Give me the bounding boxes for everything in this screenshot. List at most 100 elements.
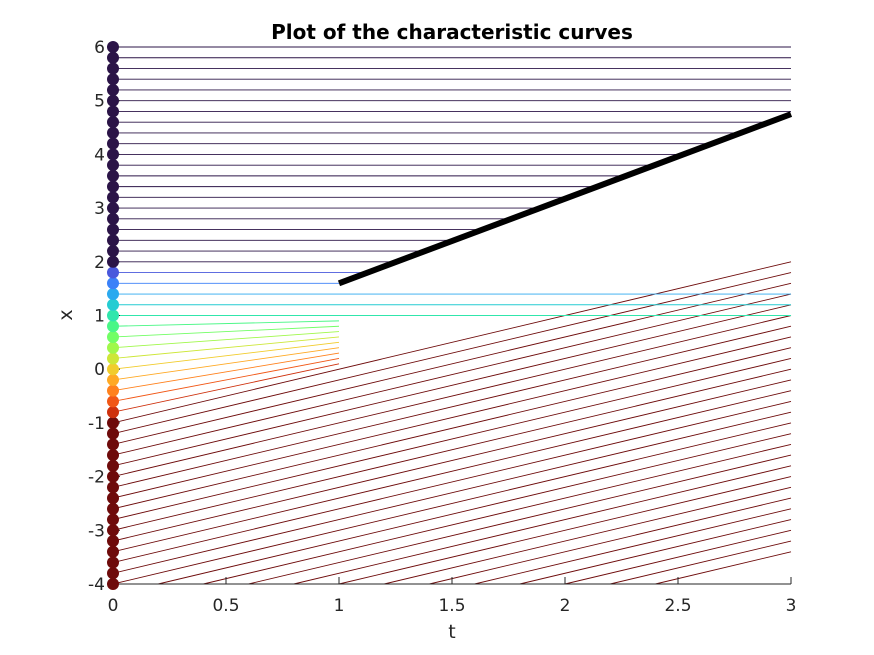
characteristic-line bbox=[112, 336, 340, 359]
initial-point-marker bbox=[107, 105, 119, 118]
initial-point-marker bbox=[107, 545, 119, 558]
y-tick-label: 5 bbox=[94, 92, 105, 112]
characteristic-line bbox=[112, 368, 792, 531]
characteristic-line bbox=[112, 379, 792, 542]
y-axis-label: x bbox=[55, 309, 77, 320]
initial-point-marker bbox=[107, 41, 119, 53]
characteristic-line bbox=[112, 400, 792, 563]
axes: 0 0.5 1 1.5 2 2.5 3 -4 -3 -2 -1 0 1 2 3 4 5 6 bbox=[88, 38, 796, 616]
initial-point-marker bbox=[107, 459, 119, 472]
x-tick-label: 0 bbox=[108, 596, 119, 616]
initial-point-marker bbox=[107, 330, 119, 343]
characteristic-line bbox=[293, 465, 792, 585]
characteristic-line bbox=[564, 529, 792, 585]
initial-point-marker bbox=[107, 148, 119, 161]
initial-point-marker bbox=[107, 481, 119, 494]
initial-point-marker bbox=[107, 502, 119, 515]
initial-point-marker bbox=[107, 373, 119, 386]
initial-point-marker bbox=[107, 137, 119, 150]
y-tick-label: -2 bbox=[88, 468, 105, 488]
characteristic-line bbox=[112, 272, 792, 435]
characteristic-line bbox=[112, 336, 792, 499]
x-tick-label: 1 bbox=[334, 596, 345, 616]
characteristic-line bbox=[112, 422, 792, 585]
y-tick-label: 0 bbox=[94, 360, 105, 380]
characteristic-line bbox=[203, 443, 792, 585]
characteristic-line bbox=[519, 519, 792, 585]
initial-point-marker bbox=[107, 449, 119, 462]
initial-point-marker bbox=[107, 427, 119, 440]
y-tick-label: 3 bbox=[94, 199, 105, 219]
initial-point-marker bbox=[107, 384, 119, 397]
characteristic-line bbox=[112, 325, 340, 338]
characteristic-line bbox=[112, 358, 792, 520]
characteristic-line bbox=[112, 390, 792, 553]
x-tick-label: 2.5 bbox=[664, 596, 691, 616]
initial-point-marker bbox=[107, 159, 119, 172]
initial-point-marker bbox=[107, 567, 119, 580]
initial-point-marker bbox=[107, 363, 119, 376]
initial-point-marker bbox=[107, 416, 119, 429]
characteristic-line bbox=[112, 363, 340, 413]
chart-title: Plot of the characteristic curves bbox=[271, 20, 633, 44]
initial-point-marker bbox=[107, 191, 119, 204]
initial-point-marker bbox=[107, 83, 119, 96]
characteristic-line bbox=[112, 293, 792, 456]
initial-point-marker bbox=[107, 212, 119, 225]
initial-point-marker bbox=[107, 169, 119, 182]
y-tick-label: -1 bbox=[88, 414, 105, 434]
characteristic-line bbox=[112, 352, 340, 392]
initial-point-marker bbox=[107, 266, 119, 279]
initial-point-marker bbox=[107, 73, 119, 86]
initial-point-marker bbox=[107, 352, 119, 365]
characteristic-line bbox=[112, 347, 340, 381]
characteristic-line bbox=[112, 320, 340, 327]
initial-point-marker bbox=[107, 94, 119, 107]
y-tick-label: 4 bbox=[94, 145, 105, 165]
characteristic-line bbox=[112, 304, 792, 467]
initial-point-marker bbox=[107, 255, 119, 268]
y-tick-label: 6 bbox=[94, 38, 105, 58]
initial-point-marker bbox=[107, 395, 119, 408]
initial-point-marker bbox=[107, 245, 119, 258]
characteristic-line bbox=[112, 331, 340, 349]
characteristic-line bbox=[112, 261, 792, 424]
initial-point-marker bbox=[107, 62, 119, 75]
x-tick-label: 3 bbox=[786, 596, 797, 616]
characteristic-line bbox=[112, 411, 792, 574]
x-axis-label: t bbox=[448, 621, 455, 643]
shock-curve bbox=[337, 111, 793, 287]
initial-point-marker bbox=[107, 406, 119, 419]
characteristic-line bbox=[474, 508, 792, 585]
initial-point-marker bbox=[107, 223, 119, 236]
initial-point-marker bbox=[107, 51, 119, 64]
initial-point-marker bbox=[107, 513, 119, 526]
initial-point-marker bbox=[107, 320, 119, 333]
initial-point-marker bbox=[107, 438, 119, 451]
initial-point-marker bbox=[107, 535, 119, 548]
initial-point-marker bbox=[107, 341, 119, 354]
characteristic-line bbox=[338, 476, 792, 585]
characteristic-line bbox=[112, 325, 792, 488]
x-tick-label: 1.5 bbox=[438, 596, 465, 616]
characteristic-line bbox=[112, 341, 340, 370]
initial-point-marker bbox=[107, 202, 119, 215]
characteristic-line bbox=[610, 540, 792, 585]
characteristic-line bbox=[112, 315, 792, 478]
initial-point-marker bbox=[107, 234, 119, 247]
initial-point-marker bbox=[107, 556, 119, 569]
y-tick-label: -4 bbox=[88, 575, 105, 595]
initial-point-marker bbox=[107, 492, 119, 505]
x-tick-label: 0.5 bbox=[212, 596, 239, 616]
y-tick-label: -3 bbox=[88, 521, 105, 541]
initial-point-marker bbox=[107, 298, 119, 311]
initial-point-marker bbox=[107, 309, 119, 322]
initial-point-markers bbox=[107, 41, 119, 590]
initial-point-marker bbox=[107, 116, 119, 129]
y-tick-label: 1 bbox=[94, 307, 105, 327]
initial-point-marker bbox=[107, 180, 119, 193]
characteristic-line bbox=[112, 347, 792, 510]
characteristic-line bbox=[158, 433, 792, 585]
x-tick-label: 2 bbox=[560, 596, 571, 616]
